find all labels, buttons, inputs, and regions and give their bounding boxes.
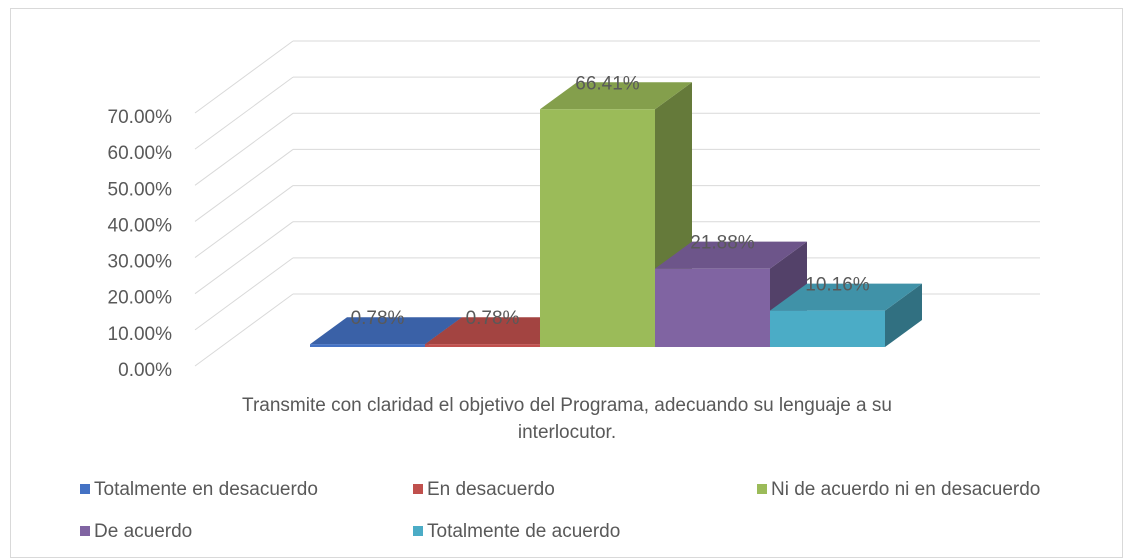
- legend-label: De acuerdo: [94, 521, 192, 542]
- grid-line: [194, 185, 294, 258]
- legend-swatch: [80, 526, 90, 536]
- legend-label: Totalmente en desacuerdo: [94, 479, 318, 500]
- grid-line: [194, 293, 294, 367]
- bar-side: [885, 283, 922, 347]
- y-tick-label: 0.00%: [118, 360, 172, 381]
- data-label: 0.78%: [351, 308, 405, 329]
- bar: [310, 344, 425, 347]
- grid-line: [194, 221, 294, 295]
- y-tick-label: 50.00%: [108, 179, 173, 200]
- data-label: 66.41%: [575, 73, 640, 94]
- bar: [425, 344, 540, 347]
- bar-top: [425, 317, 577, 345]
- y-tick-label: 60.00%: [108, 143, 173, 164]
- grid-line: [194, 149, 294, 222]
- legend-label: Totalmente de acuerdo: [427, 521, 620, 542]
- legend-swatch: [757, 484, 767, 494]
- legend-swatch: [413, 526, 423, 536]
- y-tick-label: 10.00%: [108, 324, 173, 345]
- bar: [655, 268, 770, 347]
- bar-top: [655, 241, 807, 269]
- bar-top: [770, 283, 922, 311]
- grid-line: [194, 40, 294, 114]
- chart-border: [10, 8, 1123, 558]
- data-label: 0.78%: [466, 308, 520, 329]
- y-tick-label: 20.00%: [108, 288, 173, 309]
- bar-top: [310, 317, 462, 345]
- y-tick-label: 30.00%: [108, 252, 173, 273]
- y-tick-label: 40.00%: [108, 215, 173, 236]
- grid-line: [194, 76, 294, 150]
- grid-line: [194, 112, 294, 186]
- legend-label: En desacuerdo: [427, 479, 555, 500]
- bar: [540, 109, 655, 347]
- data-label: 10.16%: [805, 275, 870, 296]
- legend-label: Ni de acuerdo ni en desacuerdo: [771, 479, 1040, 500]
- legend-swatch: [413, 484, 423, 494]
- bar-top: [540, 82, 692, 110]
- x-category-label: Transmite con claridad el objetivo del P…: [242, 395, 892, 443]
- bar: [770, 310, 885, 347]
- grid-line: [194, 257, 294, 331]
- legend-swatch: [80, 484, 90, 494]
- data-label: 21.88%: [690, 233, 755, 254]
- y-tick-label: 70.00%: [108, 107, 173, 128]
